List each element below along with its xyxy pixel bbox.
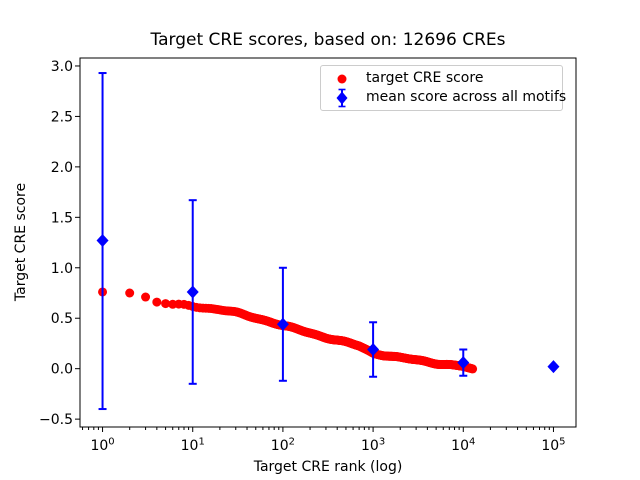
- mean-diamond-marker: [547, 360, 560, 374]
- legend: target CRE score mean score across all m…: [320, 65, 566, 111]
- red-data-point: [161, 299, 171, 309]
- chart-title: Target CRE scores, based on: 12696 CREs: [150, 30, 506, 50]
- red-data-point: [468, 364, 478, 374]
- red-data-point: [125, 288, 135, 298]
- blue-diamond-errorbar-icon: [336, 88, 348, 107]
- x-tick-label: 101: [181, 437, 205, 455]
- x-tick-label: 103: [361, 437, 385, 455]
- y-tick-label: 3.0: [51, 59, 73, 75]
- mean-diamond-marker: [276, 317, 289, 331]
- red-data-point: [152, 297, 162, 307]
- legend-label-mean: mean score across all motifs: [366, 89, 567, 105]
- mean-diamond-marker: [367, 343, 380, 357]
- y-tick-label: 2.5: [51, 109, 73, 125]
- mean-diamond-marker: [457, 356, 470, 370]
- y-tick-label: 0.0: [51, 362, 73, 378]
- red-scatter-series: [98, 287, 478, 374]
- x-tick-label: 100: [90, 437, 114, 455]
- x-tick-label: 102: [271, 437, 295, 455]
- x-tick-label: 105: [541, 437, 565, 455]
- red-dot-icon: [337, 74, 347, 83]
- y-tick-label: 1.0: [51, 261, 73, 277]
- legend-entry-mean: mean score across all motifs: [329, 88, 566, 107]
- legend-label-target: target CRE score: [366, 70, 484, 86]
- mean-diamond-marker: [186, 285, 199, 299]
- y-tick-label: −0.5: [39, 412, 73, 428]
- y-tick-label: 1.5: [51, 210, 73, 226]
- y-axis-label: Target CRE score: [13, 182, 29, 302]
- y-tick-label: 2.0: [51, 160, 73, 176]
- x-tick-label: 104: [451, 437, 475, 455]
- mean-diamond-marker: [96, 234, 109, 248]
- legend-entry-target: target CRE score: [329, 69, 562, 88]
- axes-spines: [79, 57, 577, 428]
- x-axis-label: Target CRE rank (log): [253, 459, 403, 475]
- blue-errorbar-series: [96, 72, 560, 411]
- y-tick-label: 0.5: [51, 311, 73, 327]
- red-data-point: [141, 292, 151, 302]
